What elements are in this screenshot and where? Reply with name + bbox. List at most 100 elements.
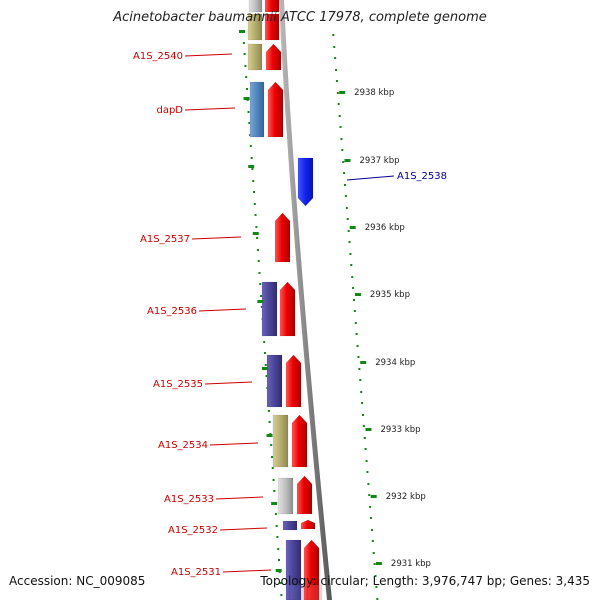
gene-label-leader (204, 381, 253, 385)
gc-dot-right (373, 563, 376, 565)
gc-dot-left (263, 341, 266, 343)
gene-arrow[interactable] (282, 520, 298, 531)
ruler-tick (349, 226, 356, 229)
genome-backbone (279, 0, 332, 600)
gc-dot-left (279, 582, 282, 584)
gene-arrow[interactable] (248, 0, 263, 13)
gene-arrow[interactable] (264, 13, 280, 41)
accession-text: Accession: NC_009085 (9, 574, 146, 588)
gc-dot-left (275, 525, 278, 527)
gene-arrow[interactable] (267, 81, 284, 138)
gene-arrow[interactable] (285, 354, 302, 408)
ruler-tick-label: 2937 kbp (359, 156, 399, 166)
gene-arrow[interactable] (274, 212, 291, 263)
gc-dot-right (366, 471, 369, 473)
gc-dot-left (276, 536, 279, 538)
gene-label[interactable]: A1S_2537 (140, 234, 190, 245)
gc-dot-right (370, 517, 373, 519)
gc-dot-right (344, 195, 347, 197)
gc-dot-left (257, 260, 260, 262)
gene-label[interactable]: A1S_2534 (158, 440, 208, 451)
gene-label[interactable]: A1S_2536 (147, 306, 197, 317)
ruler-track: 2938 kbp 2937 kbp 2936 kbp 2935 kbp 2934 kbp… (239, 30, 431, 572)
gene-arrow[interactable] (264, 0, 280, 13)
gc-dot-right (365, 460, 368, 462)
gene-arrow[interactable] (247, 13, 263, 41)
gc-dot-right (358, 368, 361, 370)
ruler-tick-label: 2932 kbp (386, 492, 426, 502)
gene-arrow[interactable] (249, 81, 265, 138)
ruler-tick-minor (261, 367, 268, 370)
gene-label[interactable]: A1S_2532 (168, 525, 218, 536)
gene-arrow[interactable] (272, 414, 289, 468)
ruler-tick (375, 562, 382, 565)
gene-label[interactable]: A1S_2531 (171, 567, 221, 578)
gc-dot-left (280, 594, 283, 596)
gc-dot-right (351, 276, 354, 278)
gc-dot-right (354, 322, 357, 324)
gc-dot-left (259, 283, 262, 285)
gc-dot-left (256, 237, 259, 239)
gene-arrow[interactable] (279, 281, 296, 337)
gene-label-leader (184, 107, 236, 111)
gene-arrow[interactable] (300, 519, 316, 530)
ruler-tick-minor (243, 97, 250, 100)
gc-dot-left (263, 352, 266, 354)
backbone-group (279, 0, 332, 600)
gc-dot-right (348, 241, 351, 243)
gc-dot-right (347, 230, 350, 232)
gc-dot-left (267, 410, 270, 412)
gene-label[interactable]: A1S_2540 (133, 51, 183, 62)
gene-label[interactable]: A1S_2538 (397, 171, 447, 182)
ruler-tick-label: 2931 kbp (391, 559, 431, 569)
gene-arrow[interactable] (277, 477, 294, 515)
gc-dot-right (353, 299, 356, 301)
gene-arrow[interactable] (266, 354, 283, 408)
gc-dot-left (274, 513, 277, 515)
gene-arrow[interactable] (247, 43, 263, 71)
ruler-tick-minor (271, 502, 278, 505)
gene-arrow[interactable] (291, 414, 308, 468)
gc-dot-left (270, 444, 273, 446)
gc-dot-left (243, 53, 246, 55)
ruler-tick-minor (248, 165, 255, 168)
gene-label[interactable]: dapD (156, 105, 183, 116)
gc-dot-right (353, 310, 356, 312)
gene-arrow[interactable] (297, 157, 314, 207)
gc-dot-right (343, 172, 346, 174)
gc-dot-left (245, 76, 248, 78)
gc-dot-right (372, 552, 375, 554)
gene-label[interactable]: A1S_2535 (153, 379, 203, 390)
gene-arrow[interactable] (303, 539, 320, 601)
ruler-tick-minor (257, 300, 264, 303)
gene-arrow[interactable] (265, 43, 282, 71)
ruler-tick (344, 159, 351, 162)
ruler-tick-minor (275, 569, 282, 572)
gc-dot-left (273, 490, 276, 492)
gene-label[interactable]: A1S_2533 (164, 494, 214, 505)
ruler-tick (339, 91, 346, 94)
gc-dot-right (335, 69, 338, 71)
gc-dot-left (250, 157, 253, 159)
ruler-tick-minor (252, 232, 259, 235)
gc-dot-right (369, 506, 372, 508)
gc-dot-left (254, 214, 257, 216)
gc-dot-right (368, 494, 371, 496)
gc-dot-left (244, 65, 247, 67)
ruler-tick-label: 2935 kbp (370, 290, 410, 300)
gc-dot-left (255, 226, 258, 228)
gc-dot-left (260, 295, 263, 297)
gc-dot-right (338, 115, 341, 117)
ruler-tick-minor (266, 434, 273, 437)
gc-dot-right (357, 356, 360, 358)
gc-dot-right (376, 598, 379, 600)
gene-arrow[interactable] (261, 281, 278, 337)
gene-arrow[interactable] (296, 475, 313, 515)
gc-dot-right (346, 218, 349, 220)
gc-dot-right (333, 46, 336, 48)
gc-dot-right (367, 483, 370, 485)
gc-dot-left (249, 145, 252, 147)
gc-dot-left (271, 467, 274, 469)
gc-dot-left (258, 272, 261, 274)
gc-dot-left (272, 479, 275, 481)
